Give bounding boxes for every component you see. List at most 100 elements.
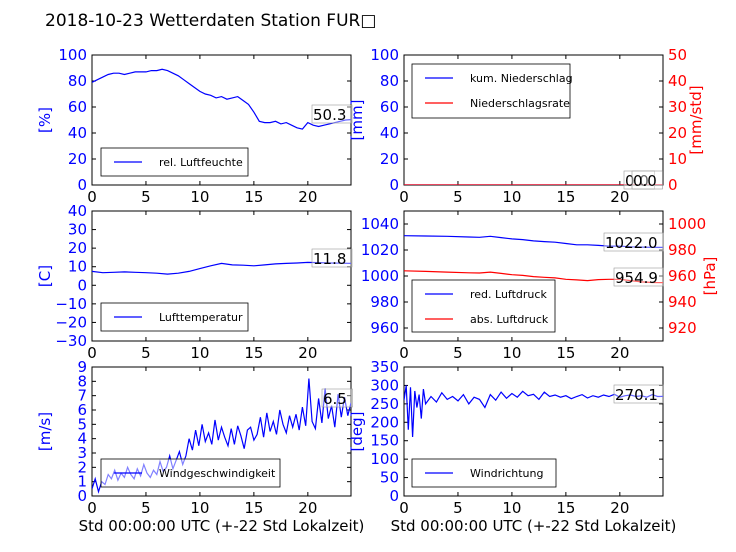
y-axis-label-right: [hPa] <box>701 257 719 296</box>
y-right-tick-label: 40 <box>668 72 687 90</box>
y-tick-label: −30 <box>55 332 87 350</box>
last-value-label: 1022.0 <box>605 234 658 252</box>
x-tick-label: 0 <box>87 499 97 517</box>
x-tick-label: 10 <box>502 499 521 517</box>
last-value-box <box>311 104 353 124</box>
x-axis-label: Std 00:00:00 UTC (+-22 Std Lokalzeit) <box>79 517 365 535</box>
y-tick-label: 100 <box>58 46 87 64</box>
y-tick-label: 150 <box>370 432 399 450</box>
legend-box <box>411 63 571 119</box>
x-tick-label: 15 <box>244 188 263 206</box>
series-line-1 <box>92 261 351 275</box>
last-value-label: 11.8 <box>313 250 346 268</box>
y-axis-label: [deg] <box>348 412 366 452</box>
y-tick-label: 5 <box>77 415 87 433</box>
x-tick-label: 15 <box>556 188 575 206</box>
y-tick-label: 3 <box>77 444 87 462</box>
y-tick-label: 350 <box>370 358 399 376</box>
x-tick-label: 5 <box>453 188 463 206</box>
y-tick-label: 1000 <box>361 267 399 285</box>
series-line-1 <box>404 385 663 438</box>
y-tick-label: 40 <box>68 202 87 220</box>
panel-2: 0 5 10 15 20 0 20 40 60 80 100 0 10 20 30 40 50 [mm] [mm/s… <box>348 46 705 206</box>
chart-title: 2018-10-23 Wetterdaten Station FUR□ <box>45 11 376 31</box>
legend: Windrichtung <box>411 458 557 488</box>
legend-label: kum. Niederschlag <box>470 72 573 85</box>
y-tick-label: 0 <box>77 176 87 194</box>
x-tick-label: 0 <box>87 188 97 206</box>
y-tick-label: 2 <box>77 458 87 476</box>
last-value-label: 0.0 <box>625 172 649 190</box>
y-right-tick-label: 50 <box>668 46 687 64</box>
panel-1: 0 5 10 15 20 0 20 40 60 80 100 [%] rel. Luftfeuchte 5… <box>36 46 353 206</box>
last-value-label: 50.3 <box>313 106 346 124</box>
y-right-tick-label: 960 <box>668 267 697 285</box>
legend: Windgeschwindigkeit <box>100 458 281 488</box>
x-tick-label: 0 <box>399 344 409 362</box>
y-axis-label: [m/s] <box>36 412 54 451</box>
legend-box <box>100 147 249 177</box>
y-axis-label: [%] <box>36 107 54 133</box>
y-tick-label: 7 <box>77 387 87 405</box>
legend: Lufttemperatur <box>100 302 249 332</box>
y-tick-label: 40 <box>380 124 399 142</box>
y-tick-label: 300 <box>370 376 399 394</box>
x-tick-label: 10 <box>190 188 209 206</box>
x-tick-label: 0 <box>399 188 409 206</box>
legend-label: Windgeschwindigkeit <box>159 467 276 480</box>
y-tick-label: 0 <box>389 487 399 505</box>
panel-3: 0 5 10 15 20−30−20−10010203040[C]Lufttempera… <box>36 202 353 362</box>
last-value-box <box>321 388 353 408</box>
y-right-tick-label: 10 <box>668 150 687 168</box>
y-right-tick-label: 0 <box>668 176 678 194</box>
y-tick-label: 0 <box>389 176 399 194</box>
x-tick-label: 20 <box>298 344 317 362</box>
legend-label: Windrichtung <box>470 467 543 480</box>
x-tick-label: 15 <box>244 499 263 517</box>
y-right-tick-label: 1000 <box>668 215 706 233</box>
x-tick-label: 10 <box>502 344 521 362</box>
legend: red. Luftdruck abs. Luftdruck <box>411 279 556 333</box>
legend-label: red. Luftdruck <box>470 288 547 301</box>
last-value-box <box>631 170 663 190</box>
x-tick-label: 15 <box>556 499 575 517</box>
x-tick-label: 15 <box>556 344 575 362</box>
last-value-label: 270.1 <box>615 386 658 404</box>
y-tick-label: 100 <box>370 46 399 64</box>
last-value-label: 954.9 <box>615 269 658 287</box>
y-tick-label: 1 <box>77 473 87 491</box>
legend-label: Niederschlagsrate <box>470 97 570 110</box>
last-value-box <box>603 232 664 252</box>
x-tick-label: 5 <box>141 499 151 517</box>
y-tick-label: 60 <box>380 98 399 116</box>
y-tick-label: 40 <box>68 124 87 142</box>
y-tick-label: 80 <box>68 72 87 90</box>
y-tick-label: 980 <box>370 293 399 311</box>
y-tick-label: 200 <box>370 413 399 431</box>
x-tick-label: 10 <box>190 499 209 517</box>
y-tick-label: 20 <box>68 150 87 168</box>
y-tick-label: 0 <box>77 487 87 505</box>
y-right-tick-label: 940 <box>668 293 697 311</box>
x-tick-label: 20 <box>298 188 317 206</box>
x-axis-label: Std 00:00:00 UTC (+-22 Std Lokalzeit) <box>391 517 677 535</box>
y-tick-label: −10 <box>55 295 87 313</box>
y-right-tick-label: 980 <box>668 241 697 259</box>
last-value-box <box>613 267 664 287</box>
legend-box <box>411 279 556 333</box>
x-tick-label: 5 <box>141 188 151 206</box>
y-tick-label: 0 <box>77 276 87 294</box>
last-value-box <box>613 384 664 404</box>
y-tick-label: 6 <box>77 401 87 419</box>
y-right-tick-label: 920 <box>668 319 697 337</box>
last-value-label: 0.0 <box>633 172 657 190</box>
last-value-box <box>311 248 353 268</box>
y-axis-label-right: [mm/std] <box>687 85 705 154</box>
x-tick-label: 15 <box>244 344 263 362</box>
y-tick-label: 50 <box>380 469 399 487</box>
legend-label: rel. Luftfeuchte <box>159 156 243 169</box>
legend: kum. Niederschlag Niederschlagsrate <box>411 63 573 119</box>
legend-label: Lufttemperatur <box>159 311 243 324</box>
